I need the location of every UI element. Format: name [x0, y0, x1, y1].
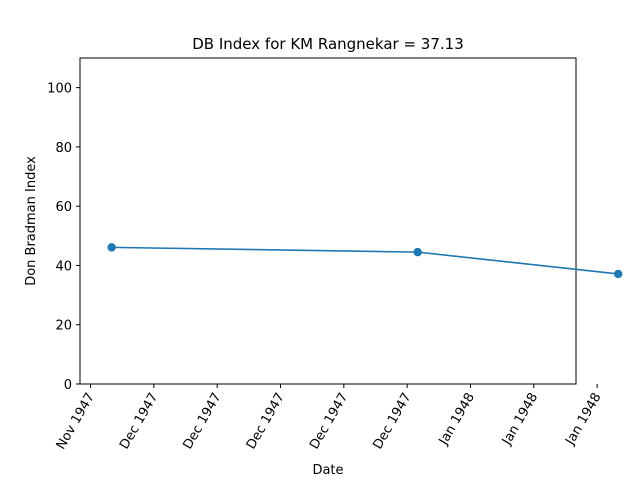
- series-line: [111, 246, 619, 275]
- x-tick-label: Dec 1947: [180, 391, 224, 453]
- x-tick-label: Jan 1948: [499, 391, 541, 449]
- y-tick-label: 20: [55, 319, 72, 334]
- x-tick-label: Dec 1947: [370, 391, 414, 453]
- x-tick-label: Nov 1947: [54, 391, 98, 453]
- y-tick-label: 80: [55, 141, 72, 156]
- data-point: [107, 243, 116, 252]
- plot-area: [79, 57, 577, 385]
- x-tick-label: Dec 1947: [244, 391, 288, 453]
- x-tick-label: Dec 1947: [307, 391, 351, 453]
- data-point: [614, 269, 623, 279]
- x-tick-label: Jan 1948: [562, 391, 604, 449]
- x-axis: Nov 1947 Dec 1947 Dec 1947 Dec 1947 Dec 1947…: [54, 384, 605, 452]
- y-tick-label: 0: [64, 378, 72, 393]
- x-tick-label: Dec 1947: [117, 391, 161, 453]
- chart-title: DB Index for KM Rangnekar = 37.13: [192, 35, 464, 53]
- x-tick-label: Jan 1948: [436, 391, 478, 449]
- y-tick-label: 40: [55, 259, 72, 274]
- y-tick-label: 60: [55, 200, 72, 215]
- y-tick-label: 100: [47, 82, 72, 97]
- y-axis-label: Don Bradman Index: [24, 156, 39, 286]
- x-axis-label: Date: [312, 463, 343, 478]
- y-axis: 0 20 40 60 80 100: [47, 82, 80, 393]
- data-point: [413, 247, 422, 257]
- series-layer: [107, 243, 623, 279]
